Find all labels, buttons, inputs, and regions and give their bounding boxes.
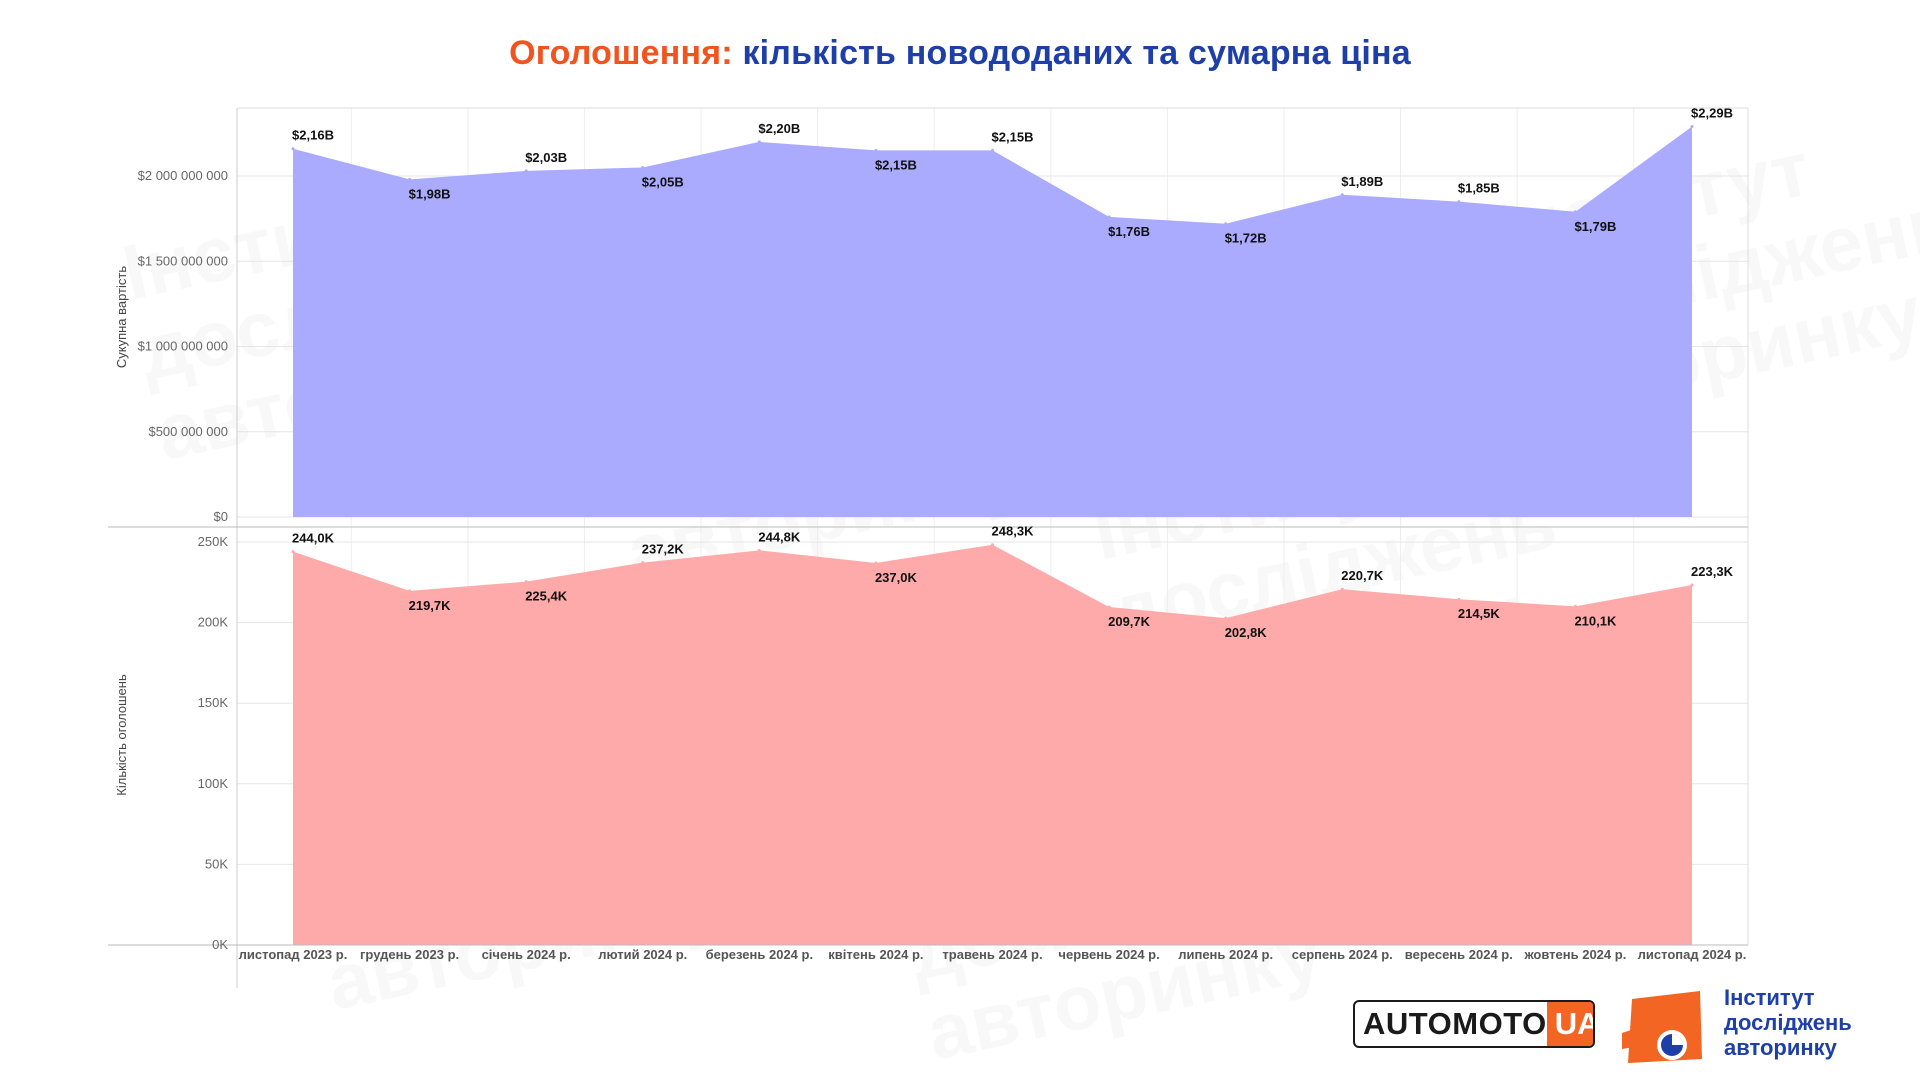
- data-label: 219,7K: [409, 598, 452, 613]
- y-tick-label: 200K: [198, 615, 229, 630]
- data-point: [874, 148, 878, 152]
- x-tick-label: січень 2024 р.: [482, 947, 571, 962]
- chart-title-prefix: Оголошення:: [509, 34, 733, 72]
- automoto-logo-text: AUTOMOTO: [1363, 1006, 1547, 1041]
- y-tick-label: $1 500 000 000: [138, 253, 228, 268]
- chart-title: Оголошення: кількість новододаних та сум…: [0, 34, 1920, 73]
- automoto-ua-logo: AUTOMOTO UA: [1353, 1000, 1595, 1048]
- data-point: [991, 148, 994, 152]
- data-point: [1573, 604, 1577, 608]
- data-point: [408, 589, 412, 593]
- data-point: [1340, 193, 1344, 197]
- data-label: 214,5K: [1458, 606, 1501, 621]
- x-tick-label: листопад 2023 р.: [239, 947, 348, 962]
- x-tick-label: липень 2024 р.: [1178, 947, 1273, 962]
- series-area: [293, 126, 1692, 518]
- data-point: [291, 147, 295, 151]
- data-label: 209,7K: [1108, 614, 1151, 629]
- data-point: [641, 561, 645, 565]
- institute-logo-mark-icon: [1622, 991, 1702, 1063]
- data-label: $2,29B: [1691, 106, 1733, 121]
- data-label: 244,0K: [292, 531, 335, 546]
- data-point: [524, 169, 528, 173]
- data-label: 248,3K: [992, 524, 1035, 539]
- data-label: $2,16B: [292, 128, 334, 143]
- institute-logo-line-1: Інститут: [1724, 985, 1815, 1010]
- data-point: [1457, 200, 1461, 204]
- y-axis-title: Сукупна вартість: [114, 266, 129, 369]
- y-tick-label: 250K: [198, 534, 229, 549]
- y-tick-label: $1 000 000 000: [138, 339, 228, 354]
- area-layer: [291, 125, 1694, 945]
- data-label: $2,03B: [525, 150, 567, 165]
- x-tick-label: грудень 2023 р.: [360, 947, 459, 962]
- x-tick-label: квітень 2024 р.: [828, 947, 923, 962]
- y-axis-title: Кількість оголошень: [114, 674, 129, 796]
- data-label: $1,72B: [1225, 231, 1267, 246]
- data-label: $1,98B: [409, 186, 451, 201]
- chart-title-main: кількість новододаних та сумарна ціна: [742, 34, 1411, 72]
- x-tick-label: жовтень 2024 р.: [1524, 947, 1627, 962]
- data-label: $1,89B: [1341, 174, 1383, 189]
- data-point: [1690, 125, 1694, 129]
- y-tick-label: $2 000 000 000: [138, 168, 228, 183]
- x-tick-label: серпень 2024 р.: [1292, 947, 1393, 962]
- y-tick-label: 0K: [212, 937, 228, 952]
- data-point: [874, 561, 878, 565]
- data-point: [641, 165, 645, 169]
- x-tick-label: березень 2024 р.: [706, 947, 814, 962]
- data-point: [1573, 210, 1577, 214]
- frame-layer: [108, 107, 1749, 988]
- data-label: 223,3K: [1691, 564, 1734, 579]
- data-point: [991, 543, 994, 547]
- data-label: 210,1K: [1574, 613, 1617, 628]
- data-point: [408, 177, 412, 181]
- data-point: [1224, 616, 1228, 620]
- data-point: [757, 548, 761, 552]
- x-tick-label: червень 2024 р.: [1058, 947, 1159, 962]
- data-label: 244,8K: [758, 529, 801, 544]
- y-tick-label: 150K: [198, 695, 229, 710]
- data-label: $1,79B: [1574, 219, 1616, 234]
- data-label: 225,4K: [525, 589, 568, 604]
- institute-logo-text: Інститут досліджень авторинку: [1724, 985, 1852, 1060]
- y-tick-label: $500 000 000: [148, 424, 228, 439]
- y-tick-label: 50K: [205, 856, 228, 871]
- x-tick-label: вересень 2024 р.: [1405, 947, 1513, 962]
- data-label: 220,7K: [1341, 568, 1384, 583]
- x-tick-label: травень 2024 р.: [942, 947, 1042, 962]
- data-point: [757, 140, 761, 144]
- data-label: 202,8K: [1225, 625, 1268, 640]
- data-point: [1690, 583, 1694, 587]
- data-point: [1107, 605, 1111, 609]
- data-label: $2,20B: [758, 121, 800, 136]
- series-area: [293, 544, 1692, 945]
- institute-logo-line-3: авторинку: [1724, 1035, 1837, 1060]
- data-label: $2,05B: [642, 174, 684, 189]
- data-label: $1,76B: [1108, 224, 1150, 239]
- data-label: $2,15B: [875, 157, 917, 172]
- data-point: [1457, 597, 1461, 601]
- data-point: [291, 550, 295, 554]
- automoto-logo-ua: UA: [1546, 1002, 1593, 1046]
- data-label: 237,2K: [642, 542, 685, 557]
- label-layer: $0 $500 000 000 $1 000 000 000 $1 500 000 0…: [114, 106, 1746, 962]
- data-label: $1,85B: [1458, 181, 1500, 196]
- y-tick-label: 100K: [198, 776, 229, 791]
- y-tick-label: $0: [214, 509, 228, 524]
- data-point: [1224, 222, 1228, 226]
- x-tick-label: лютий 2024 р.: [598, 947, 687, 962]
- data-label: $2,15B: [992, 129, 1034, 144]
- data-label: 237,0K: [875, 570, 918, 585]
- data-point: [1340, 587, 1344, 591]
- institute-logo-line-2: досліджень: [1724, 1010, 1852, 1035]
- data-point: [1107, 215, 1111, 219]
- data-point: [524, 580, 528, 584]
- x-tick-label: листопад 2024 р.: [1638, 947, 1747, 962]
- institute-logo: Інститут досліджень авторинку: [1622, 985, 1912, 1065]
